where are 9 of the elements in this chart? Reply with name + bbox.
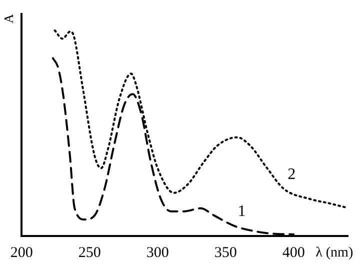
- x-tick-label: 400: [282, 244, 305, 261]
- x-axis-title: λ (nm): [316, 246, 354, 261]
- series-label: 2: [288, 166, 296, 183]
- y-axis-title: A: [1, 13, 16, 24]
- x-tick-label: 350: [214, 244, 237, 261]
- x-tick-label: 200: [10, 244, 33, 261]
- x-tick-label: 250: [78, 244, 101, 261]
- x-tick-label: 300: [146, 244, 169, 261]
- series-label: 1: [238, 202, 246, 220]
